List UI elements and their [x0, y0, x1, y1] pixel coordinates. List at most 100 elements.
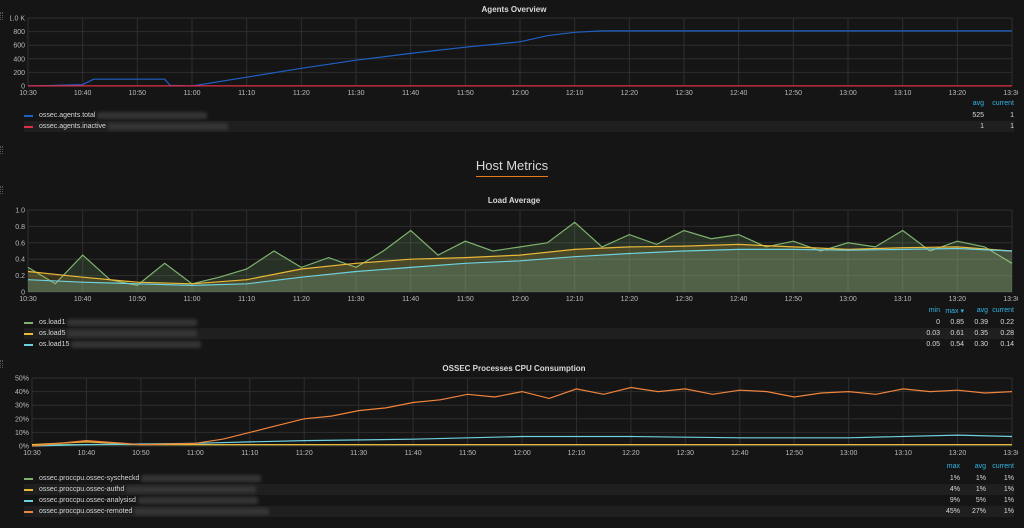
x-tick-label: 11:40 [405, 450, 422, 457]
legend-header-avg[interactable]: avg [972, 100, 984, 107]
ossec-cpu-panel: OSSEC Processes CPU Consumption 0% 10% 20%… [10, 360, 1018, 528]
row-drag-handle[interactable] [0, 12, 3, 20]
x-tick-label: 11:30 [348, 296, 365, 303]
x-tick-label: 12:30 [675, 90, 693, 97]
agents-overview-panel: Agents Overview 0 200 400 600 800 1.0 K 10:30 1… [10, 0, 1018, 140]
series-color-swatch[interactable] [24, 499, 33, 502]
redacted-tag-text [97, 112, 208, 119]
x-tick-label: 12:40 [730, 296, 748, 303]
legend-value-current: 0.28 [1000, 330, 1014, 337]
legend-header-avg[interactable]: avg [974, 463, 986, 470]
row-drag-handle[interactable] [0, 146, 3, 154]
agents-legend: avg current ossec.agents.total 525 1 oss… [24, 100, 1014, 140]
legend-series-name[interactable]: ossec.proccpu.ossec-remoted [39, 508, 133, 515]
series-color-swatch[interactable] [24, 114, 33, 117]
x-tick-label: 11:00 [187, 450, 204, 457]
x-tick-label: 12:00 [511, 90, 529, 97]
y-tick-label: 0% [19, 444, 29, 451]
legend-header-max[interactable]: max [946, 463, 960, 470]
legend-header-avg[interactable]: avg [976, 307, 988, 314]
legend-value-current: 0.22 [1000, 319, 1014, 326]
x-tick-label: 10:40 [78, 450, 96, 457]
panel-title[interactable]: OSSEC Processes CPU Consumption [442, 364, 586, 373]
x-tick-label: 10:30 [23, 450, 41, 457]
x-tick-label: 10:40 [74, 296, 92, 303]
ossec-cpu-chart[interactable]: 0% 10% 20% 30% 40% 50% 10:30 10:40 10:50 11:00 11:… [10, 374, 1018, 472]
legend-series-name[interactable]: ossec.agents.total [39, 112, 96, 119]
legend-item[interactable]: ossec.agents.total 525 1 [24, 110, 1014, 121]
y-tick-label: 0 [21, 290, 25, 297]
legend-value-avg: 1% [975, 486, 986, 493]
series-color-swatch[interactable] [24, 332, 33, 335]
legend-series-name[interactable]: ossec.proccpu.ossec-syscheckd [39, 475, 140, 482]
x-tick-label: 13:00 [840, 450, 858, 457]
y-tick-label: 0 [21, 84, 25, 91]
section-title: Host Metrics [475, 158, 549, 173]
legend-value-current: 1% [1003, 497, 1014, 504]
x-tick-label: 12:10 [568, 450, 586, 457]
load-legend: min max ▾ avg current os.load1 0 0.85 0.… [24, 307, 1014, 357]
series-color-swatch[interactable] [24, 343, 33, 346]
y-tick-label: 20% [15, 416, 29, 423]
panel-title[interactable]: Load Average [487, 196, 541, 205]
legend-item[interactable]: ossec.proccpu.ossec-analysisd 9% 5% 1% [24, 495, 1014, 506]
x-tick-label: 12:20 [622, 450, 640, 457]
legend-header-max[interactable]: max ▾ [945, 308, 964, 315]
legend-series-name[interactable]: os.load1 [39, 319, 66, 326]
legend-series-name[interactable]: ossec.agents.inactive [39, 123, 106, 130]
x-tick-label: 11:20 [296, 450, 313, 457]
x-tick-label: 12:00 [511, 296, 529, 303]
x-tick-label: 12:40 [730, 90, 748, 97]
y-tick-label: 50% [15, 376, 29, 383]
legend-series-name[interactable]: os.load15 [39, 341, 70, 348]
row-drag-handle[interactable] [0, 360, 3, 368]
load-average-panel: Load Average 0 0.2 0.4 0.6 0.8 1.0 10:30 10:40 1… [10, 192, 1018, 356]
legend-series-name[interactable]: ossec.proccpu.ossec-analysisd [39, 497, 136, 504]
x-tick-label: 11:40 [402, 296, 419, 303]
x-tick-label: 11:50 [457, 90, 474, 97]
x-tick-label: 13:00 [839, 90, 857, 97]
legend-header-current[interactable]: current [992, 100, 1014, 107]
x-tick-label: 12:20 [621, 296, 639, 303]
load-average-chart[interactable]: 0 0.2 0.4 0.6 0.8 1.0 10:30 10:40 10:50 11:00 11:1… [10, 206, 1018, 318]
series-color-swatch[interactable] [24, 488, 33, 491]
legend-item[interactable]: ossec.proccpu.ossec-syscheckd 1% 1% 1% [24, 473, 1014, 484]
legend-header-min[interactable]: min [928, 307, 940, 314]
legend-value-max: 4% [949, 486, 960, 493]
legend-value-max: 45% [945, 508, 960, 515]
series-color-swatch[interactable] [24, 510, 33, 513]
series-color-swatch[interactable] [24, 321, 33, 324]
legend-item[interactable]: os.load1 0 0.85 0.39 0.22 [24, 317, 1014, 328]
legend-header-current[interactable]: current [992, 463, 1014, 470]
agents-overview-chart[interactable]: 0 200 400 600 800 1.0 K 10:30 10:40 10:50 11:00 11… [10, 14, 1018, 114]
redacted-tag-text [67, 330, 198, 337]
legend-value-current: 1 [1010, 123, 1014, 130]
redacted-tag-text [71, 341, 202, 348]
legend-value-current: 1% [1003, 486, 1014, 493]
x-tick-label: 12:30 [675, 296, 693, 303]
x-tick-label: 11:10 [238, 90, 255, 97]
x-tick-label: 13:10 [894, 450, 912, 457]
legend-item[interactable]: ossec.proccpu.ossec-remoted 45% 27% 1% [24, 506, 1014, 517]
series-color-swatch[interactable] [24, 125, 33, 128]
legend-series-name[interactable]: ossec.proccpu.ossec-authd [39, 486, 125, 493]
legend-item[interactable]: os.load15 0.05 0.54 0.30 0.14 [24, 339, 1014, 350]
y-tick-label: 800 [13, 29, 25, 36]
legend-value-current: 1% [1003, 475, 1014, 482]
series-color-swatch[interactable] [24, 477, 33, 480]
y-tick-label: 400 [13, 56, 25, 63]
legend-item[interactable]: os.load5 0.03 0.61 0.35 0.28 [24, 328, 1014, 339]
legend-value-avg: 0.30 [974, 341, 988, 348]
panel-title[interactable]: Agents Overview [481, 5, 547, 14]
series-line [27, 247, 1013, 287]
legend-header: avg current [954, 100, 1014, 107]
x-tick-label: 11:10 [241, 450, 258, 457]
x-tick-label: 13:20 [949, 90, 967, 97]
legend-item[interactable]: ossec.proccpu.ossec-authd 4% 1% 1% [24, 484, 1014, 495]
redacted-tag-text [107, 123, 228, 130]
row-drag-handle[interactable] [0, 186, 3, 194]
x-tick-label: 12:20 [621, 90, 639, 97]
legend-header-current[interactable]: current [992, 307, 1014, 314]
legend-item[interactable]: ossec.agents.inactive 1 1 [24, 121, 1014, 132]
legend-series-name[interactable]: os.load5 [39, 330, 66, 337]
